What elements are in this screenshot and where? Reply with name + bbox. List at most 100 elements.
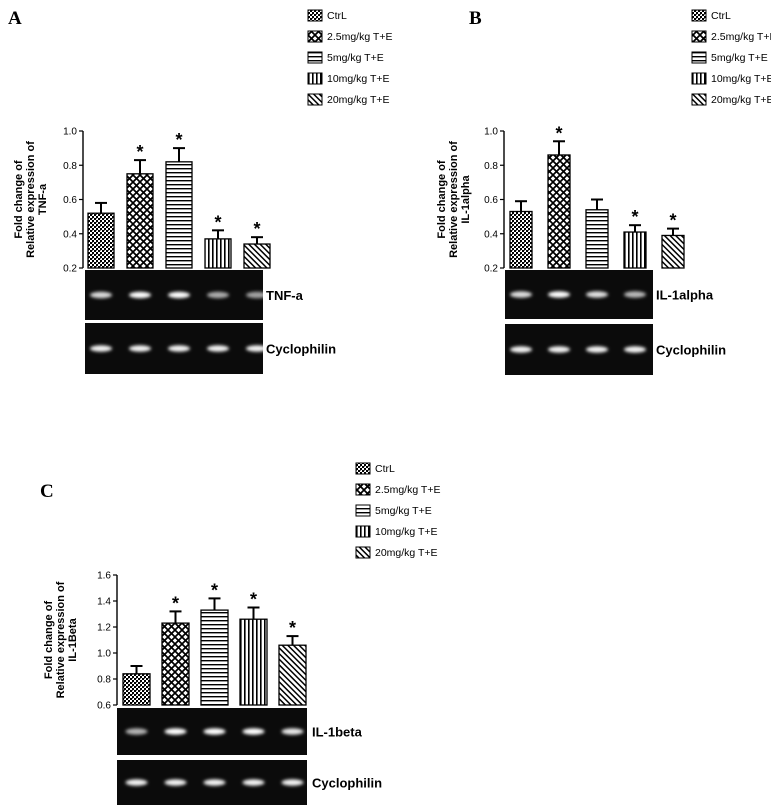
legend-swatch xyxy=(355,546,371,559)
legend-label: 2.5mg/kg T+E xyxy=(375,484,440,496)
legend-label: 10mg/kg T+E xyxy=(327,73,390,85)
gel-band xyxy=(168,291,190,299)
legend-item: 20mg/kg T+E xyxy=(307,93,390,106)
panel-a-label: A xyxy=(8,8,22,29)
cyclophilin-gel-blot: Cyclophilin xyxy=(117,760,382,805)
panel-a-chart: 0.2 0.4 0.6 0.8 1.0 Fold change ofRelative ex… xyxy=(13,127,271,275)
legend-item: 2.5mg/kg T+E xyxy=(307,30,392,43)
gel-band xyxy=(586,291,608,298)
blot-label: IL-1beta xyxy=(312,725,363,740)
legend-swatch xyxy=(307,30,323,43)
gel-band xyxy=(203,779,226,786)
legend-item: 5mg/kg T+E xyxy=(691,51,768,64)
cyclophilin-gel-blot: Cyclophilin xyxy=(85,323,336,374)
panel-c: C CtrL 2.5mg/kg T+E 5mg/kg T+E 10mg/kg T+E 2… xyxy=(40,462,440,805)
legend-swatch xyxy=(355,504,371,517)
y-tick-label: 0.2 xyxy=(484,264,498,275)
bar xyxy=(239,618,268,706)
blot-label: Cyclophilin xyxy=(312,776,382,791)
gel-band xyxy=(129,291,151,299)
bar xyxy=(278,644,307,706)
legend-swatch xyxy=(307,93,323,106)
legend-item: 2.5mg/kg T+E xyxy=(355,483,440,496)
panel-b: B CtrL 2.5mg/kg T+E 5mg/kg T+E 10mg/kg T+E 2… xyxy=(436,8,771,375)
panel-b-blots: IL-1alpha Cyclophilin xyxy=(505,270,726,375)
legend-swatch xyxy=(691,72,707,85)
legend-swatch xyxy=(691,30,707,43)
y-axis-label-line: TNF-a xyxy=(37,183,49,215)
cyclophilin-gel-blot: Cyclophilin xyxy=(505,324,726,375)
gel-band xyxy=(90,291,112,299)
legend-label: 5mg/kg T+E xyxy=(375,505,432,517)
bar xyxy=(200,609,229,706)
gel-band xyxy=(207,345,229,352)
gel-band xyxy=(624,346,646,353)
bar xyxy=(509,210,533,269)
y-tick-label: 0.6 xyxy=(63,195,77,206)
bar xyxy=(126,173,154,269)
legend-label: 20mg/kg T+E xyxy=(711,94,771,106)
y-tick-label: 0.8 xyxy=(63,161,77,172)
blot-label: Cyclophilin xyxy=(656,343,726,358)
y-axis-label: Fold change ofRelative expression ofIL-1… xyxy=(43,581,79,698)
gel-band xyxy=(164,779,187,786)
legend-swatch xyxy=(307,51,323,64)
significance-star: * xyxy=(253,219,260,239)
panel-b-label: B xyxy=(469,8,482,29)
gel-band xyxy=(242,728,265,735)
y-tick-label: 1.2 xyxy=(97,623,111,634)
bar xyxy=(122,673,151,706)
y-axis-label-line: IL-1alpha xyxy=(460,174,472,223)
significance-star: * xyxy=(214,212,221,232)
legend-item: CtrL xyxy=(691,9,731,22)
legend-label: CtrL xyxy=(327,10,347,22)
gel-band xyxy=(662,291,684,298)
legend-swatch xyxy=(307,72,323,85)
panel-c-chart: 0.6 0.8 1.0 1.2 1.4 1.6 Fold change ofRelative… xyxy=(43,571,307,712)
gel-band xyxy=(281,728,304,735)
gel-band xyxy=(168,345,190,352)
significance-star: * xyxy=(211,580,218,600)
legend-label: 5mg/kg T+E xyxy=(711,52,768,64)
gel-band xyxy=(548,291,570,298)
bar xyxy=(161,622,190,706)
bar xyxy=(547,154,571,269)
gel-band xyxy=(125,779,148,786)
y-axis-label-line: Relative expression of xyxy=(55,581,67,698)
legend-item: 10mg/kg T+E xyxy=(307,72,390,85)
legend-item: 20mg/kg T+E xyxy=(355,546,438,559)
legend-label: 10mg/kg T+E xyxy=(711,73,771,85)
panel-a-blots: TNF-a Cyclophilin xyxy=(85,270,336,374)
y-tick-label: 1.0 xyxy=(484,127,498,138)
y-axis-label-line: Fold change of xyxy=(436,160,448,239)
gel-band xyxy=(246,291,268,299)
legend-item: 5mg/kg T+E xyxy=(355,504,432,517)
legend-swatch xyxy=(691,9,707,22)
legend-swatch xyxy=(691,93,707,106)
y-axis-label-line: Relative expression of xyxy=(448,141,460,258)
legend-label: 2.5mg/kg T+E xyxy=(327,31,392,43)
y-axis-label: Fold change ofRelative expression ofTNF-… xyxy=(13,141,49,258)
y-axis-label-line: IL-1Beta xyxy=(67,617,79,661)
panel-c-blots: IL-1beta Cyclophilin xyxy=(117,708,382,805)
blot-label: Cyclophilin xyxy=(266,342,336,357)
panel-c-label: C xyxy=(40,481,54,502)
target-gel-blot: IL-1alpha xyxy=(505,270,714,319)
bar xyxy=(623,231,647,269)
legend-label: 5mg/kg T+E xyxy=(327,52,384,64)
y-axis-label-line: Fold change of xyxy=(13,160,25,239)
legend-swatch xyxy=(355,483,371,496)
significance-star: * xyxy=(175,130,182,150)
y-axis-label-line: Relative expression of xyxy=(25,141,37,258)
legend-swatch xyxy=(355,525,371,538)
legend-label: 20mg/kg T+E xyxy=(375,547,438,559)
blot-label: IL-1alpha xyxy=(656,288,714,303)
gel-band xyxy=(125,728,148,735)
gel-band xyxy=(242,779,265,786)
legend-item: 10mg/kg T+E xyxy=(691,72,771,85)
legend-item: 2.5mg/kg T+E xyxy=(691,30,771,43)
panel-a-legend: CtrL 2.5mg/kg T+E 5mg/kg T+E 10mg/kg T+E 20m… xyxy=(307,9,392,106)
bar xyxy=(87,212,115,269)
y-tick-label: 0.6 xyxy=(484,195,498,206)
y-tick-label: 0.4 xyxy=(63,229,77,240)
